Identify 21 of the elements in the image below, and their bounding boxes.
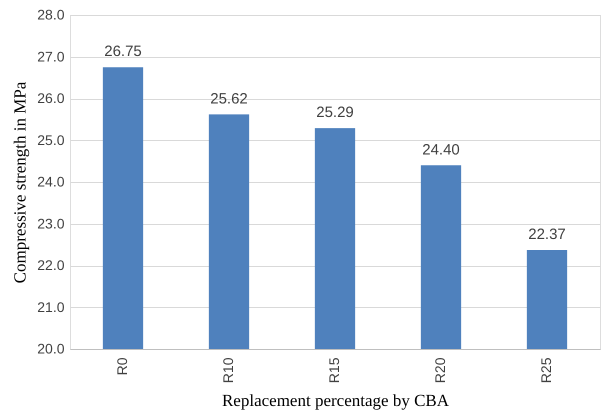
y-tick-label: 28.0 [37, 6, 65, 22]
y-tick-label: 23.0 [37, 215, 65, 232]
data-label: 25.29 [316, 104, 354, 122]
x-axis-title: Replacement percentage by CBA [222, 391, 450, 410]
data-label: 24.40 [422, 141, 460, 158]
data-label: 26.75 [104, 43, 142, 60]
x-tick-label: R10 [220, 357, 236, 384]
y-tick-label: 25.0 [37, 132, 65, 148]
x-tick-label: R20 [432, 357, 448, 384]
x-tick-label: R25 [538, 357, 554, 384]
y-tick-label: 20.0 [37, 340, 65, 356]
y-axis-title: Compressive strength in MPa [10, 81, 30, 284]
y-tick-label: 26.0 [37, 90, 65, 106]
y-tick-label: 27.0 [37, 48, 65, 64]
x-tick-label: R15 [326, 357, 342, 384]
y-tick-label: 21.0 [37, 298, 65, 315]
data-label: 22.37 [528, 226, 566, 244]
data-label: 25.62 [210, 90, 248, 108]
y-tick-label: 22.0 [37, 257, 65, 273]
x-tick-label: R0 [114, 357, 130, 376]
y-tick-label: 24.0 [37, 174, 65, 190]
